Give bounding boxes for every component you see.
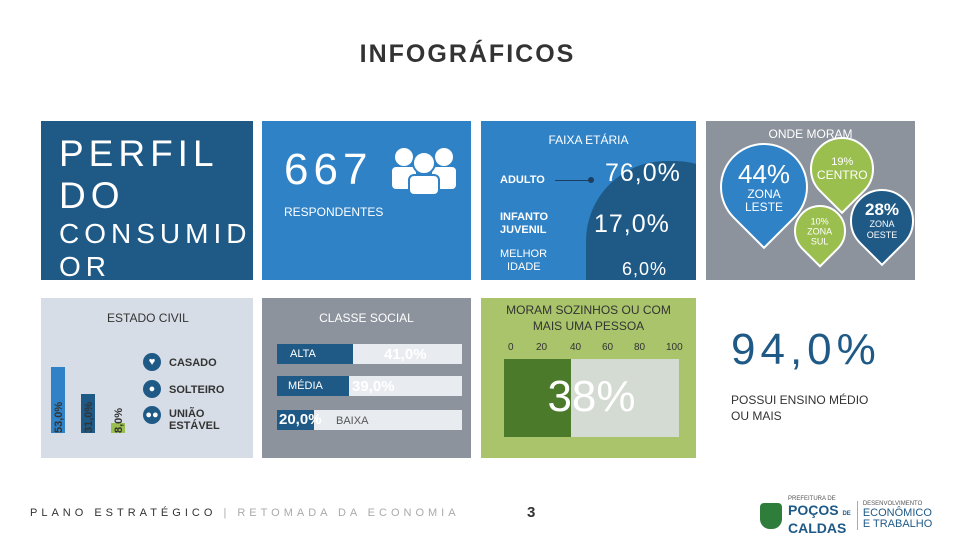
sozinhos-value: 38% [547,372,636,421]
melhor-idade-label: MELHOR IDADE [500,248,547,274]
media-label: MÉDIA [288,380,323,392]
footer-left: PLANO ESTRATÉGICO [30,507,217,519]
uniao-label-line2: ESTÁVEL [169,420,220,432]
prefeitura-logo: PREFEITURA DE POÇOS DE CALDAS DESENVOLVI… [760,496,932,535]
zona-leste-label2: LESTE [744,200,784,215]
adulto-label: ADULTO [500,174,545,186]
zona-oeste-label1: ZONA [869,219,895,229]
baixa-bar [277,410,314,430]
perfil-line3: CONSUMID [59,218,252,249]
infanto-label: INFANTO JUVENIL [500,211,548,237]
adulto-dot [588,177,594,183]
media-bar [277,376,350,396]
alta-label: ALTA [290,348,316,360]
alta-value: 41,0% [384,346,427,363]
logo-r2: ECONÔMICO [862,507,932,519]
tick-20: 20 [536,342,548,353]
logo-r1: DESENVOLVIMENTO [862,501,923,507]
zona-sul-value: 10% [810,216,830,227]
logo-city2: CALDAS [788,520,847,536]
classe-social-panel: CLASSE SOCIAL ALTA 41,0% MÉDIA 39,0% 20,… [262,298,471,458]
uniao-label: UNIÃO ESTÁVEL [169,408,220,432]
adulto-value: 76,0% [605,159,681,187]
head-neck [596,251,656,280]
zona-leste-value: 44% [737,159,791,190]
solteiro-bar [81,394,95,433]
tick-0: 0 [508,342,514,353]
adulto-line [555,180,591,181]
zona-sul-label2: SUL [811,236,829,247]
couple-icon: ●● [143,406,161,424]
crest-icon [760,502,782,529]
classe-social-title: CLASSE SOCIAL [319,311,414,325]
perfil-line1: PERFIL [59,133,219,174]
people-icon [392,148,456,195]
logo-de: DE [842,511,851,517]
footer-text: PLANO ESTRATÉGICO | RETOMADA DA ECONOMIA [30,507,460,519]
logo-city1: POÇOS DE [788,503,851,521]
melhor-idade-line2: IDADE [507,261,541,273]
baixa-label: BAIXA [336,415,369,427]
perfil-line4: OR [59,251,111,280]
infanto-label-line1: INFANTO [500,211,549,223]
page-title: INFOGRÁFICOS [359,40,576,68]
estado-civil-title: ESTADO CIVIL [107,311,189,325]
estado-civil-panel: ESTADO CIVIL 53,0% 31,0% 8,0% ♥ CASADO ●… [41,298,253,458]
perfil-panel: PERFIL DO CONSUMID OR [41,121,253,280]
solteiro-label: SOLTEIRO [169,384,225,396]
faixa-etaria-panel: FAIXA ETÁRIA ADULTO 76,0% INFANTO JUVENI… [481,121,696,280]
onde-moram-panel: ONDE MORAM 44% ZONA LESTE 19% CENTRO 10%… [701,121,928,280]
centro-label: CENTRO [816,168,868,183]
sozinhos-panel: MORAM SOZINHOS OU COM MAIS UMA PESSOA 0 … [481,298,696,458]
page-number: 3 [527,504,536,521]
baixa-bar-bg [277,410,462,430]
logo-city1-text: POÇOS [788,502,839,518]
solteiro-bar-value: 31,0% [83,401,95,433]
respondentes-label: RESPONDENTES [284,205,384,219]
faixa-etaria-title: FAIXA ETÁRIA [548,133,629,147]
logo-r3: E TRABALHO [862,518,933,530]
baixa-value: 20,0% [279,411,322,428]
footer-right: RETOMADA DA ECONOMIA [237,507,460,519]
ensino-label: POSSUI ENSINO MÉDIO OU MAIS [731,393,869,423]
perfil-title: PERFIL DO [59,133,219,217]
sozinhos-bar [504,359,571,437]
person-icon: ● [143,380,161,398]
tick-100: 100 [666,342,683,353]
respondentes-panel: 667 RESPONDENTES [262,121,471,280]
tick-80: 80 [634,342,646,353]
zona-oeste-label2: OESTE [866,230,898,240]
zona-oeste-value: 28% [864,200,900,219]
melhor-idade-value: 6,0% [622,259,668,279]
perfil-subtitle: CONSUMID OR [59,217,253,280]
logo-top: PREFEITURA DE [788,496,836,502]
casado-bar [51,366,65,433]
infanto-value: 17,0% [594,210,670,238]
uniao-bar-value: 8,0% [113,407,125,433]
media-value: 39,0% [352,378,395,395]
zona-sul-label1: ZONA [807,226,833,237]
heart-icon: ♥ [143,353,161,371]
infanto-label-line2: JUVENIL [500,224,547,236]
perfil-line2: DO [59,175,125,216]
onde-moram-title: ONDE MORAM [768,127,853,141]
tick-60: 60 [602,342,614,353]
tick-40: 40 [570,342,582,353]
casado-label: CASADO [169,357,217,369]
respondentes-count: 667 [284,145,373,194]
uniao-label-line1: UNIÃO [169,408,205,420]
sozinhos-title: MORAM SOZINHOS OU COM MAIS UMA PESSOA [506,303,671,333]
footer-sep: | [223,507,231,519]
uniao-bar [111,423,125,433]
melhor-idade-line1: MELHOR [500,248,548,260]
ensino-value: 94,0% [731,325,881,374]
alta-bar [277,344,353,364]
casado-bar-value: 53,0% [53,401,65,433]
centro-value: 19% [830,156,854,169]
